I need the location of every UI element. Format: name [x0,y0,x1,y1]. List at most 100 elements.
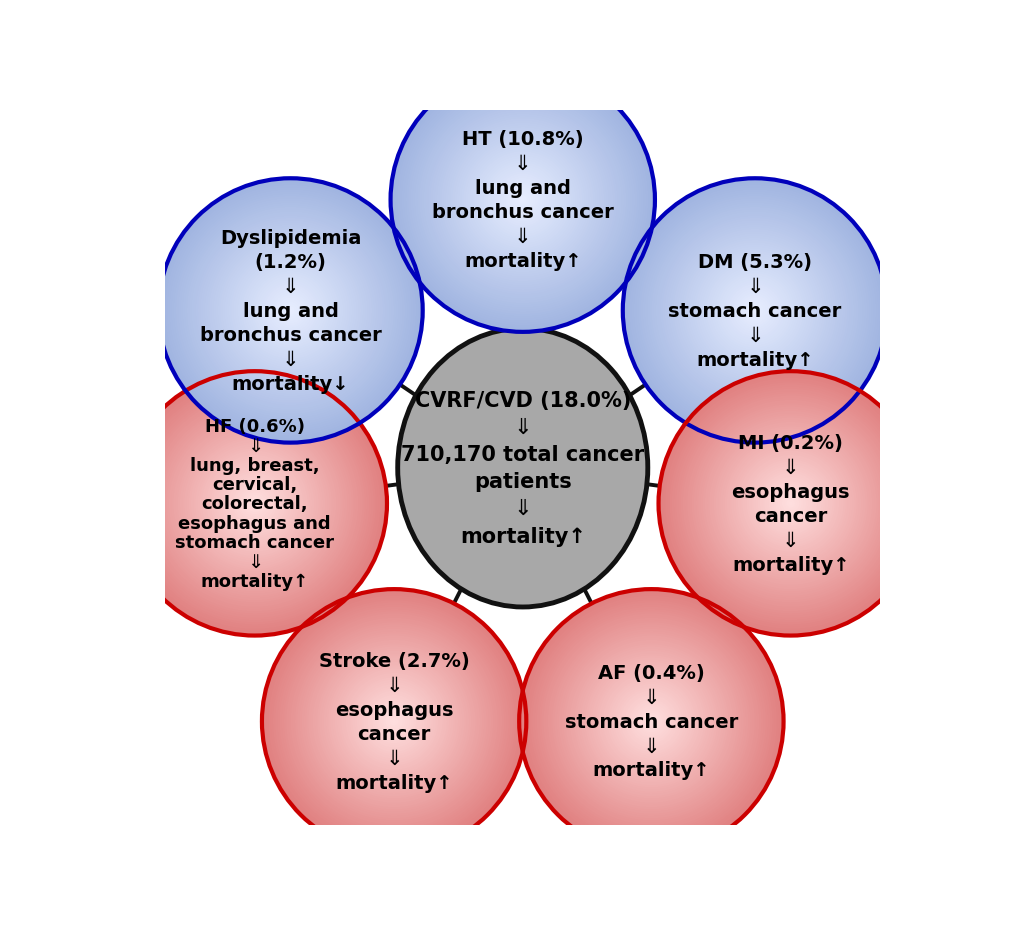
Text: ⇓: ⇓ [746,277,763,297]
Ellipse shape [443,380,601,556]
Circle shape [772,487,807,521]
Circle shape [476,154,569,247]
Circle shape [500,179,544,222]
Ellipse shape [412,345,633,591]
Circle shape [279,607,508,836]
Circle shape [200,221,380,401]
Circle shape [678,391,902,616]
Circle shape [406,83,639,317]
Circle shape [410,88,635,312]
Circle shape [554,625,748,819]
Circle shape [145,394,365,614]
Circle shape [253,502,257,506]
Circle shape [589,660,712,783]
Circle shape [338,667,448,777]
Ellipse shape [447,385,597,552]
Text: lung and: lung and [243,301,338,321]
Circle shape [288,616,499,827]
Text: ⇓: ⇓ [247,552,263,571]
Circle shape [163,184,418,438]
Circle shape [723,280,785,342]
Circle shape [194,214,387,408]
Circle shape [638,708,664,735]
Text: 710,170 total cancer: 710,170 total cancer [400,445,644,464]
Circle shape [136,385,373,623]
Circle shape [281,302,299,320]
Circle shape [308,636,480,807]
Circle shape [715,429,865,578]
Text: ⇓: ⇓ [642,736,659,756]
Circle shape [627,697,675,745]
Circle shape [191,440,318,567]
Circle shape [604,675,697,768]
Circle shape [451,130,593,271]
Circle shape [695,251,813,371]
Circle shape [752,309,756,313]
Circle shape [498,176,546,224]
Ellipse shape [493,436,551,501]
Circle shape [211,232,370,390]
Ellipse shape [485,426,559,510]
Circle shape [633,704,668,739]
Circle shape [423,101,622,299]
Text: cancer: cancer [753,506,826,526]
Circle shape [465,144,580,258]
Circle shape [224,245,357,377]
Circle shape [598,668,703,774]
Circle shape [680,236,829,386]
Ellipse shape [472,413,573,524]
Circle shape [728,285,781,337]
Circle shape [518,197,527,205]
Circle shape [124,374,384,634]
Circle shape [202,451,308,556]
Circle shape [609,679,693,763]
Circle shape [750,464,829,543]
Circle shape [541,612,761,832]
Ellipse shape [466,405,579,531]
Circle shape [328,655,460,788]
Circle shape [251,272,330,350]
Circle shape [748,462,832,546]
Ellipse shape [455,394,589,542]
Circle shape [620,691,682,753]
Ellipse shape [510,454,535,482]
Circle shape [306,633,482,809]
Circle shape [178,199,403,424]
Circle shape [687,400,894,607]
Circle shape [618,689,684,755]
Circle shape [268,289,312,333]
Circle shape [147,396,363,612]
Circle shape [782,495,799,513]
Ellipse shape [505,450,539,487]
Text: stomach cancer: stomach cancer [175,533,334,552]
Ellipse shape [445,382,599,554]
Circle shape [689,402,892,605]
Circle shape [304,631,484,812]
Ellipse shape [481,422,564,514]
Circle shape [646,717,655,726]
Circle shape [396,75,648,326]
Circle shape [474,152,571,248]
Ellipse shape [439,375,605,561]
Circle shape [359,686,429,756]
Ellipse shape [410,343,635,593]
Circle shape [519,590,783,854]
Circle shape [719,434,860,574]
Circle shape [454,133,590,269]
Ellipse shape [427,362,618,575]
Text: ⇓: ⇓ [782,457,799,477]
Circle shape [445,123,599,277]
Circle shape [551,623,750,820]
Circle shape [502,181,542,221]
Circle shape [534,605,767,838]
Circle shape [432,110,612,291]
Circle shape [286,614,501,830]
Circle shape [512,189,533,211]
Circle shape [602,673,699,770]
Circle shape [372,700,416,743]
Circle shape [275,296,306,326]
Text: esophagus: esophagus [334,700,452,718]
Circle shape [717,431,862,577]
Circle shape [156,405,354,603]
Circle shape [768,482,812,526]
